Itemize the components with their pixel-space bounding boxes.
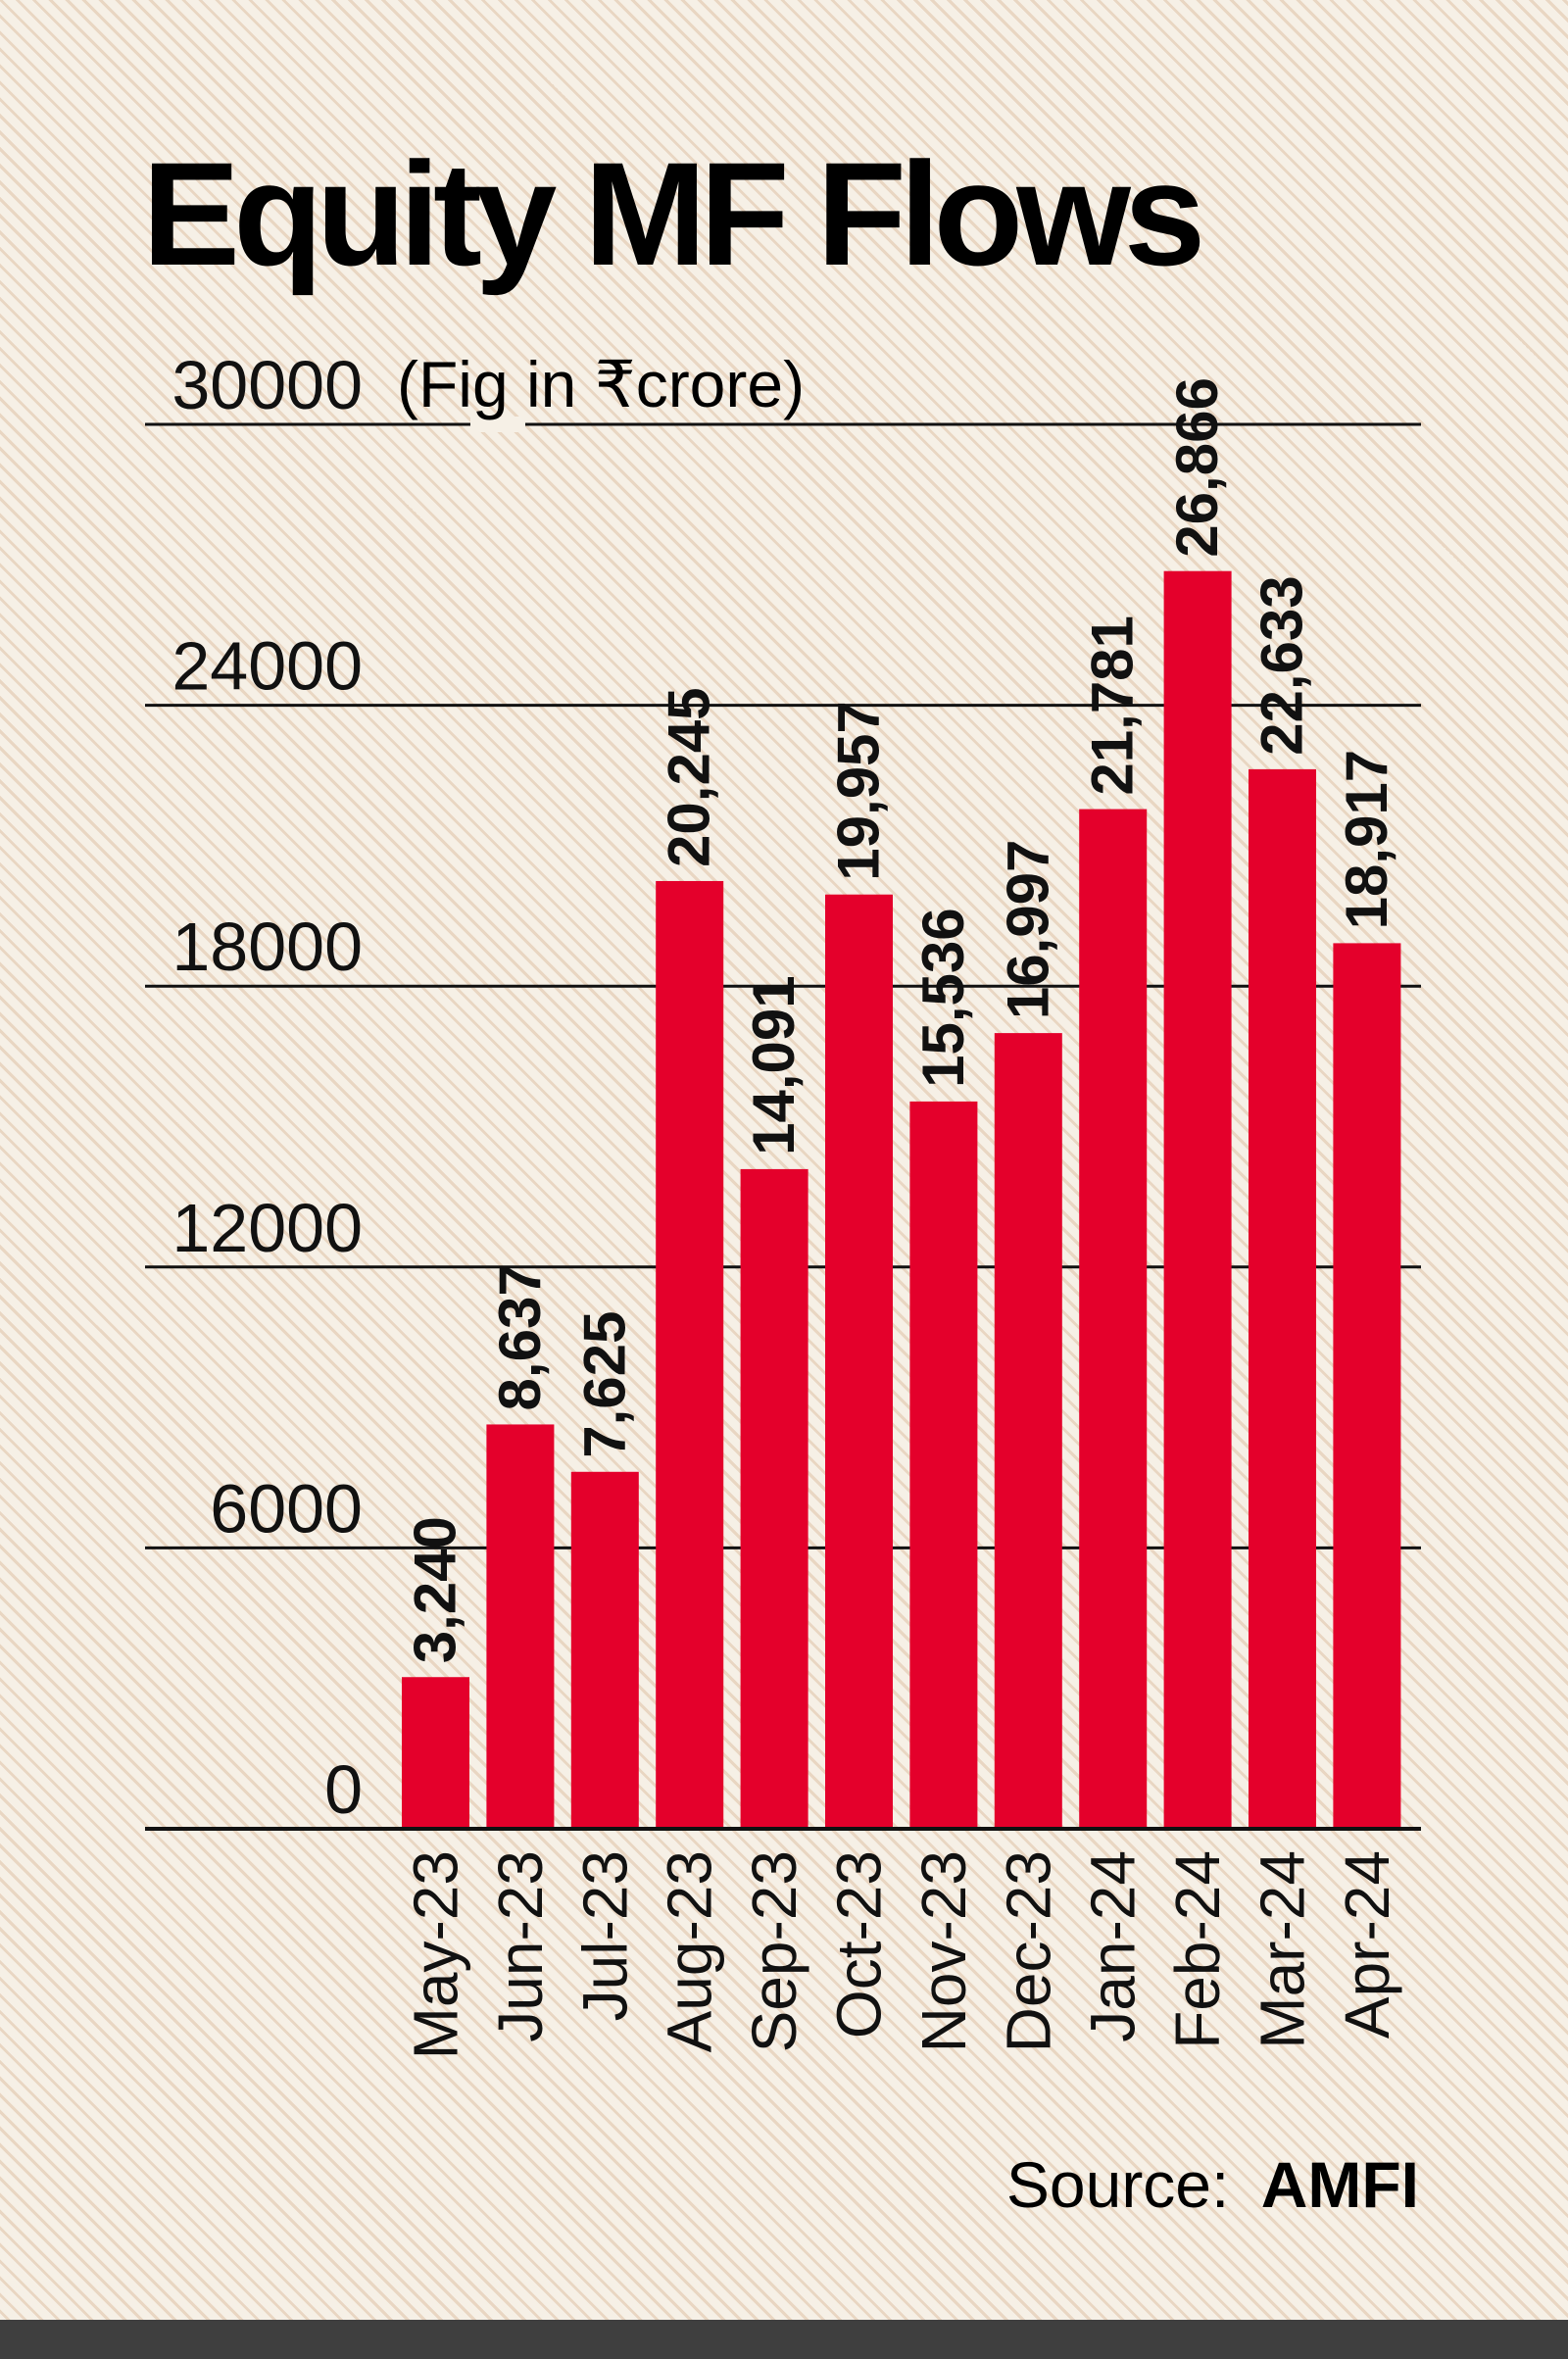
x-tick-label: Dec-23 bbox=[993, 1850, 1063, 2052]
y-tick-label: 30000 bbox=[172, 347, 363, 423]
x-tick-label: Jun-23 bbox=[485, 1850, 556, 2042]
bar bbox=[402, 1677, 469, 1829]
bottom-strip bbox=[0, 2320, 1568, 2359]
source-name: AMFI bbox=[1261, 2148, 1419, 2221]
bar bbox=[1249, 768, 1316, 1830]
bar-value-label: 3,240 bbox=[403, 1516, 468, 1663]
bar-value-label: 18,917 bbox=[1334, 750, 1399, 930]
x-tick-label: Feb-24 bbox=[1162, 1850, 1233, 2049]
bar-value-label: 21,781 bbox=[1080, 615, 1146, 796]
svg-text:Source: AMFI: Source: AMFI bbox=[1006, 2148, 1419, 2221]
bar bbox=[570, 1471, 639, 1829]
data-labels: 3,240 8,637 7,625 20,245 14,091 19,957 15,536 1… bbox=[403, 377, 1399, 1663]
bar-value-label: 15,536 bbox=[910, 908, 976, 1088]
x-tick-label: Apr-24 bbox=[1332, 1850, 1402, 2039]
x-tick-label: Sep-23 bbox=[739, 1850, 809, 2052]
bars bbox=[402, 570, 1401, 1830]
bar bbox=[1333, 943, 1401, 1829]
bar-value-label: 20,245 bbox=[657, 687, 722, 867]
x-tick-label: Jan-24 bbox=[1078, 1850, 1149, 2042]
bar bbox=[486, 1424, 555, 1829]
y-tick-label: 18000 bbox=[172, 909, 363, 985]
source-prefix: Source: bbox=[1006, 2148, 1229, 2221]
y-tick-label: 6000 bbox=[210, 1470, 363, 1547]
bar bbox=[656, 880, 724, 1829]
bar bbox=[1079, 809, 1148, 1829]
x-axis-ticks: May-23 Jun-23 Jul-23 Aug-23 Sep-23 Oct-23 Nov-… bbox=[401, 1850, 1402, 2059]
x-tick-label: Nov-23 bbox=[908, 1850, 979, 2052]
bar-value-label: 8,637 bbox=[487, 1263, 553, 1410]
bar bbox=[994, 1033, 1062, 1829]
bar bbox=[740, 1168, 808, 1829]
bar bbox=[909, 1101, 978, 1829]
x-tick-label: Mar-24 bbox=[1248, 1850, 1318, 2049]
bar-value-label: 16,997 bbox=[995, 840, 1060, 1020]
chart-title: Equity MF Flows bbox=[142, 131, 1200, 296]
bar bbox=[1163, 570, 1232, 1830]
unit-note: (Fig in ₹crore) bbox=[397, 348, 805, 420]
y-tick-label: 12000 bbox=[172, 1190, 363, 1266]
x-tick-label: Oct-23 bbox=[824, 1850, 895, 2039]
bar-value-label: 19,957 bbox=[826, 701, 892, 881]
y-axis-ticks: 0 6000 12000 18000 24000 30000 bbox=[172, 347, 525, 1828]
y-tick-label: 24000 bbox=[172, 628, 363, 705]
bar-value-label: 7,625 bbox=[571, 1311, 637, 1458]
bar bbox=[825, 894, 893, 1829]
x-tick-label: Aug-23 bbox=[655, 1850, 725, 2052]
source-note: Source: AMFI bbox=[1006, 2148, 1419, 2221]
x-tick-label: May-23 bbox=[401, 1850, 471, 2059]
y-tick-label: 0 bbox=[324, 1751, 363, 1828]
bar-value-label: 14,091 bbox=[741, 975, 807, 1155]
unit-note-gap bbox=[470, 417, 525, 432]
x-tick-label: Jul-23 bbox=[569, 1850, 640, 2021]
bar-value-label: 26,866 bbox=[1164, 377, 1230, 558]
bar-value-label: 22,633 bbox=[1250, 575, 1315, 756]
